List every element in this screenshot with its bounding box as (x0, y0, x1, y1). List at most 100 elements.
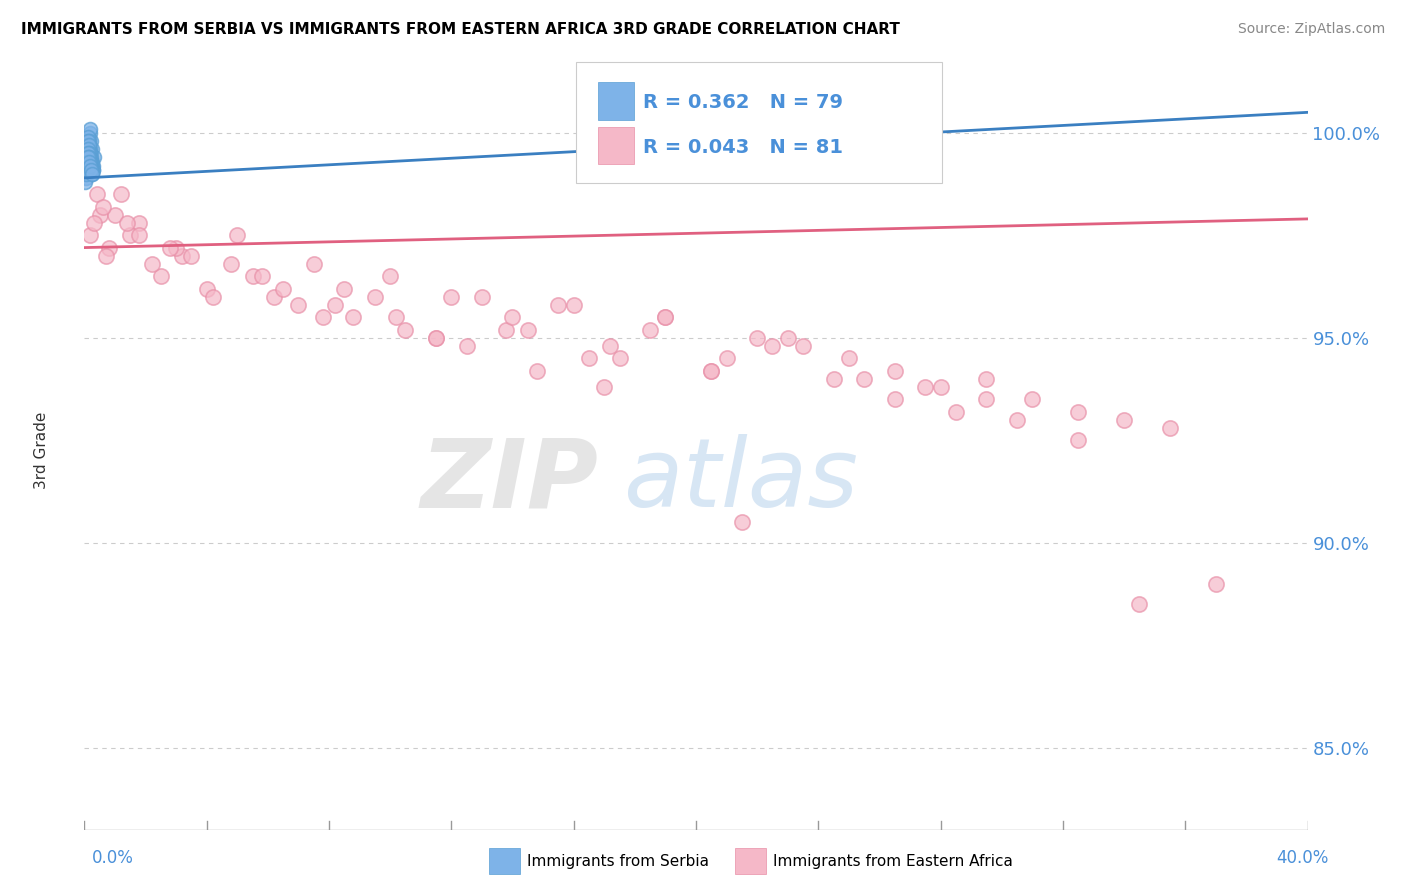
Point (456, 339, 478, 353)
Point (823, 372, 845, 386)
Point (165, 241, 187, 255)
Point (838, 351, 860, 366)
Point (700, 363, 723, 377)
Point (141, 257, 163, 271)
Point (75, 146, 97, 161)
Point (302, 257, 325, 271)
Point (77, 138, 100, 153)
Point (1005, 413, 1028, 427)
Point (495, 322, 517, 336)
Point (76, 142, 98, 156)
Point (82, 162, 104, 177)
Point (79, 142, 101, 156)
Point (609, 351, 631, 366)
Point (929, 380, 952, 394)
Point (380, 269, 402, 284)
Point (195, 282, 218, 296)
Point (91, 200, 114, 214)
Text: 40.0%: 40.0% (1277, 849, 1329, 867)
Point (79, 146, 101, 161)
Point (700, 363, 723, 377)
Point (149, 269, 172, 284)
Point (853, 372, 876, 386)
Point (1021, 392, 1043, 407)
Point (128, 228, 150, 243)
Text: 3rd Grade: 3rd Grade (34, 412, 49, 489)
Point (80, 142, 103, 156)
Point (287, 298, 309, 312)
Point (599, 339, 621, 353)
Text: Immigrants from Eastern Africa: Immigrants from Eastern Africa (773, 855, 1014, 869)
Point (80, 162, 103, 177)
Point (1067, 434, 1090, 448)
Point (75, 154, 97, 169)
Point (250, 269, 273, 284)
Point (76, 138, 98, 153)
Point (80, 154, 103, 169)
Point (271, 282, 294, 296)
Text: atlas: atlas (623, 434, 858, 527)
Point (77, 130, 100, 145)
Point (323, 298, 346, 312)
Point (172, 249, 194, 263)
Point (180, 249, 202, 263)
Point (82, 159, 104, 173)
Text: R = 0.043   N = 81: R = 0.043 N = 81 (643, 137, 842, 157)
Point (75, 154, 97, 169)
Point (883, 392, 905, 407)
Text: Source: ZipAtlas.com: Source: ZipAtlas.com (1237, 22, 1385, 37)
Point (77, 134, 100, 148)
Point (1114, 413, 1136, 427)
Point (716, 351, 738, 366)
Point (75, 162, 97, 177)
Point (333, 282, 356, 296)
Point (76, 138, 98, 153)
Point (104, 208, 127, 222)
Point (75, 146, 97, 161)
Point (80, 167, 103, 181)
Point (77, 150, 100, 164)
Point (77, 150, 100, 164)
Point (502, 310, 524, 325)
Point (76, 146, 98, 161)
Point (76, 159, 98, 173)
Point (1159, 421, 1181, 435)
Point (75, 154, 97, 169)
Point (471, 290, 494, 304)
Point (342, 310, 364, 325)
Point (89, 208, 111, 222)
Point (79, 146, 101, 161)
Text: Immigrants from Serbia: Immigrants from Serbia (527, 855, 709, 869)
Point (79, 146, 101, 161)
Point (394, 322, 416, 336)
Point (562, 298, 585, 312)
Point (76, 162, 98, 177)
Point (75, 159, 97, 173)
Point (77, 142, 100, 156)
Point (80, 154, 103, 169)
Point (747, 331, 769, 345)
Text: IMMIGRANTS FROM SERBIA VS IMMIGRANTS FROM EASTERN AFRICA 3RD GRADE CORRELATION C: IMMIGRANTS FROM SERBIA VS IMMIGRANTS FRO… (21, 22, 900, 37)
Point (914, 380, 936, 394)
Point (80, 162, 103, 177)
Point (80, 150, 103, 164)
Point (86, 187, 108, 202)
Point (654, 310, 676, 325)
Point (77, 146, 100, 161)
Point (76, 146, 98, 161)
Point (76, 150, 98, 164)
Point (159, 241, 181, 255)
Point (77, 130, 100, 145)
Point (526, 363, 548, 377)
Point (1067, 404, 1090, 418)
Point (76, 146, 98, 161)
Point (75, 150, 97, 164)
Point (76, 134, 98, 148)
Point (364, 290, 387, 304)
Point (76, 150, 98, 164)
Point (83, 216, 105, 230)
Point (945, 404, 967, 418)
Point (79, 150, 101, 164)
Point (75, 167, 97, 181)
Text: R = 0.362   N = 79: R = 0.362 N = 79 (643, 93, 842, 112)
